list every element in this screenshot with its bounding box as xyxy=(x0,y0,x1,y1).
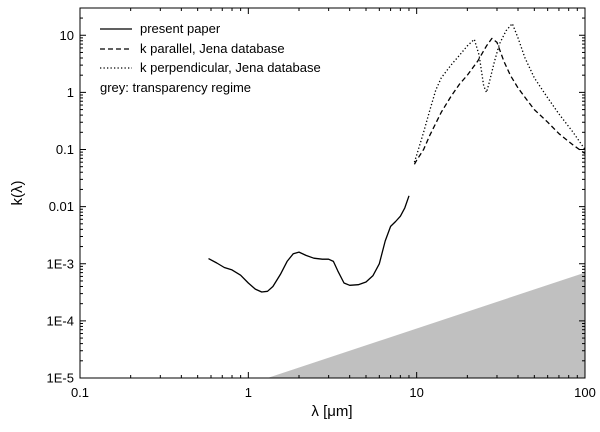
x-axis-title: λ [μm] xyxy=(311,403,352,420)
y-tick-label: 1 xyxy=(67,85,74,100)
transparency-region xyxy=(267,272,585,378)
legend-label-k-parallel: k parallel, Jena database xyxy=(140,41,285,56)
series-line-solid xyxy=(208,195,410,293)
legend-label-k-perpendicular: k perpendicular, Jena database xyxy=(140,60,321,75)
plot-frame xyxy=(79,7,586,379)
tick-layer xyxy=(79,8,586,379)
y-tick-label: 0.1 xyxy=(56,142,74,157)
x-tick-label: 0.1 xyxy=(71,385,89,400)
legend-label-present-paper: present paper xyxy=(140,21,221,36)
series-line-dotted xyxy=(413,22,586,163)
legend: present paper k parallel, Jena database … xyxy=(100,21,321,95)
tick-label-layer: 0.1 1 10 100 1E-5 1E-4 1E-3 0.01 0.1 1 10 xyxy=(47,28,596,400)
y-tick-label: 1E-5 xyxy=(47,371,74,386)
y-tick-label: 10 xyxy=(60,28,74,43)
x-tick-label: 100 xyxy=(574,385,596,400)
y-tick-label: 1E-4 xyxy=(47,313,74,328)
legend-note-transparency: grey: transparency regime xyxy=(100,80,251,95)
series-line-dashed xyxy=(413,37,586,165)
y-tick-label: 1E-3 xyxy=(47,256,74,271)
y-axis-title: k(λ) xyxy=(9,181,26,206)
series-layer xyxy=(208,22,586,293)
x-tick-label: 1 xyxy=(245,385,252,400)
x-tick-label: 10 xyxy=(409,385,423,400)
y-tick-label: 0.01 xyxy=(49,199,74,214)
transparency-region-layer xyxy=(267,272,585,378)
